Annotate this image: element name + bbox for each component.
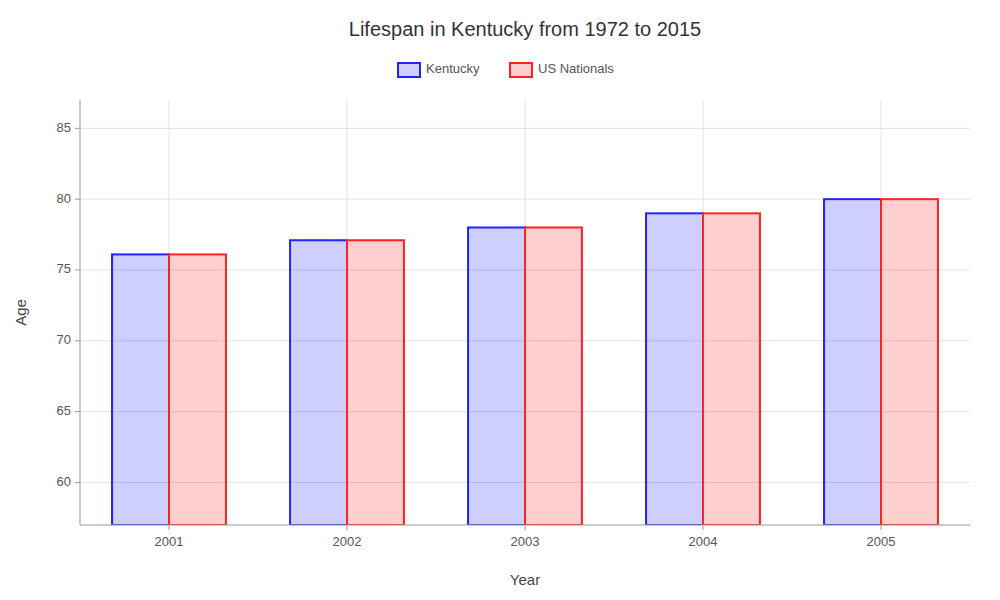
bar bbox=[169, 254, 226, 525]
x-tick-label: 2004 bbox=[689, 534, 718, 549]
y-tick-label: 75 bbox=[57, 261, 71, 276]
bar bbox=[347, 240, 404, 525]
legend-swatch bbox=[510, 63, 532, 77]
bar bbox=[468, 228, 525, 526]
y-tick bbox=[75, 340, 80, 341]
y-tick bbox=[75, 482, 80, 483]
y-tick-label: 85 bbox=[57, 120, 71, 135]
y-tick bbox=[75, 199, 80, 200]
legend-label: Kentucky bbox=[426, 61, 480, 76]
axes: 60 65 70 75 80 85 2001 2002 2003 2004 2005 bbox=[57, 100, 970, 549]
bar bbox=[525, 228, 582, 526]
legend: Kentucky US Nationals bbox=[398, 61, 614, 77]
x-tick bbox=[169, 525, 170, 530]
chart-container: 60 65 70 75 80 85 2001 2002 2003 2004 2005 Year Age L… bbox=[0, 0, 1000, 600]
y-tick-label: 60 bbox=[57, 474, 71, 489]
chart-svg: 60 65 70 75 80 85 2001 2002 2003 2004 2005 Year Age L… bbox=[0, 0, 1000, 600]
legend-label: US Nationals bbox=[538, 61, 614, 76]
x-tick-label: 2001 bbox=[155, 534, 184, 549]
x-axis-label: Year bbox=[510, 571, 540, 588]
bar bbox=[703, 213, 760, 525]
chart-title: Lifespan in Kentucky from 1972 to 2015 bbox=[349, 18, 701, 40]
y-axis-line bbox=[80, 100, 81, 525]
x-tick-label: 2005 bbox=[867, 534, 896, 549]
y-tick bbox=[75, 128, 80, 129]
y-axis-label: Age bbox=[12, 299, 29, 326]
legend-swatch bbox=[398, 63, 420, 77]
bars bbox=[112, 199, 938, 525]
bar bbox=[881, 199, 938, 525]
x-tick bbox=[881, 525, 882, 530]
y-tick bbox=[75, 411, 80, 412]
bar bbox=[290, 240, 347, 525]
y-tick-label: 65 bbox=[57, 403, 71, 418]
bar bbox=[824, 199, 881, 525]
grid bbox=[80, 100, 970, 525]
y-tick bbox=[75, 270, 80, 271]
bar bbox=[112, 254, 169, 525]
x-tick bbox=[703, 525, 704, 530]
x-tick-label: 2003 bbox=[511, 534, 540, 549]
x-tick bbox=[347, 525, 348, 530]
y-tick-label: 70 bbox=[57, 332, 71, 347]
x-tick-label: 2002 bbox=[333, 534, 362, 549]
x-tick bbox=[525, 525, 526, 530]
y-tick-label: 80 bbox=[57, 191, 71, 206]
bar bbox=[646, 213, 703, 525]
